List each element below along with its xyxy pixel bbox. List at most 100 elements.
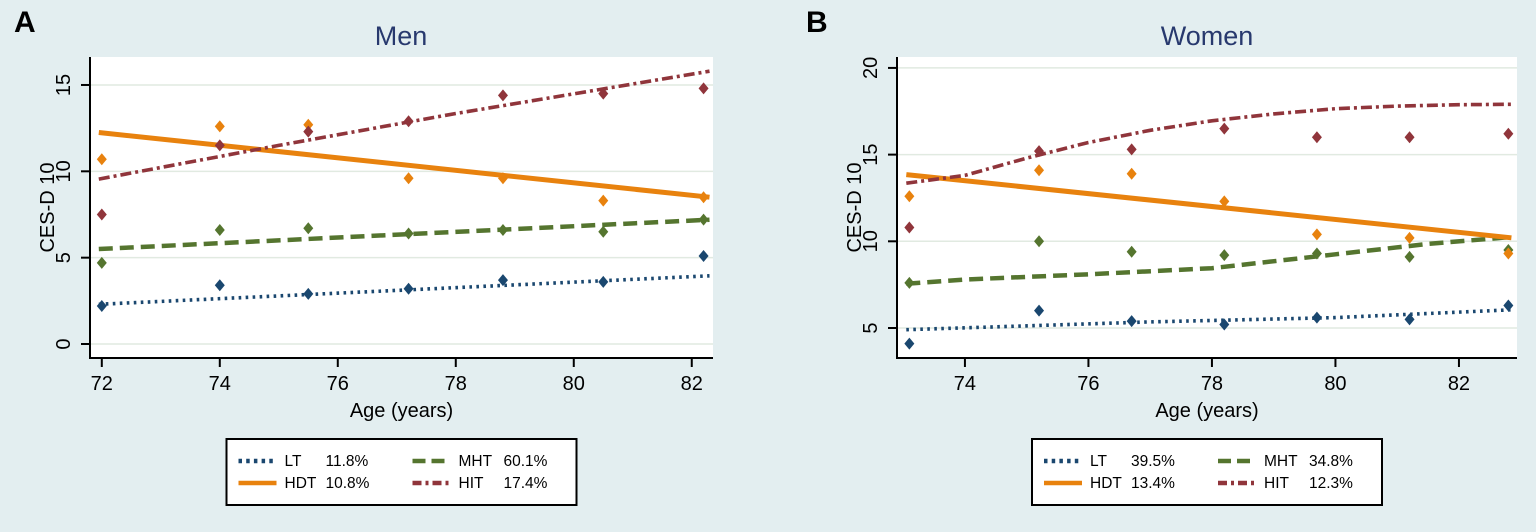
y-tick-label: 10 [860, 230, 882, 252]
legend-share-LT: 11.8% [326, 453, 369, 470]
data-point-LT [214, 279, 225, 292]
y-tick-label: 5 [53, 252, 75, 263]
women-chart-canvas: 74 76 78 80 82 5 10 15 20 Age (years) CES-D 10 LT 39… [844, 57, 1517, 506]
legend-share-MHT: 60.1% [504, 453, 548, 470]
data-point-MHT [96, 256, 107, 269]
x-tick-label: 80 [563, 373, 585, 395]
chart-title-men: Men [374, 21, 428, 51]
tick-labels: 74 76 78 80 82 5 10 15 20 [860, 57, 1470, 395]
data-point-HDT [1219, 195, 1230, 208]
data-point-LT [497, 274, 508, 287]
data-point-MHT [303, 222, 314, 235]
data-point-LT [1311, 311, 1322, 324]
data-point-LT [1034, 304, 1045, 317]
data-point-LT [96, 300, 107, 313]
legend-share-MHT: 34.8% [1309, 453, 1353, 470]
points-HDT [904, 164, 1514, 260]
series-LT [906, 308, 1512, 332]
data-point-HIT [1126, 143, 1137, 156]
gridlines [897, 67, 1517, 329]
data-point-HDT [1503, 247, 1514, 260]
legend-label-HDT: HDT [1090, 475, 1122, 492]
series-HIT [98, 69, 710, 181]
axis-titles: Age (years) CES-D 10 [37, 162, 453, 422]
legend-box [225, 438, 578, 506]
y-axis-title: CES-D 10 [844, 162, 866, 252]
data-point-LT [303, 287, 314, 300]
series-HIT [906, 102, 1512, 185]
x-axis-title: Age (years) [350, 400, 453, 422]
x-tick-label: 72 [91, 373, 113, 395]
data-point-LT [1126, 315, 1137, 328]
trend-line-HIT [98, 69, 710, 181]
x-tick-label: 82 [681, 373, 703, 395]
legend-label-HIT: HIT [459, 475, 485, 492]
plot-area [90, 57, 713, 358]
data-point-HDT [1126, 167, 1137, 180]
x-tick-label: 82 [1448, 373, 1470, 395]
data-point-MHT [904, 276, 915, 289]
tick-labels: 72 74 76 78 80 82 0 5 10 15 [53, 74, 703, 395]
y-tick-label: 15 [860, 143, 882, 165]
y-tick-label: 20 [860, 57, 882, 79]
data-point-MHT [497, 224, 508, 237]
data-point-MHT [214, 224, 225, 237]
data-point-HIT [904, 221, 915, 234]
legend-label-LT: LT [285, 453, 302, 470]
panel-women: B Women 74 76 78 80 82 5 10 15 20 Age (years) CES-… [768, 0, 1536, 532]
y-tick-label: 5 [860, 322, 882, 333]
series-MHT [98, 217, 710, 252]
y-axis-title: CES-D 10 [37, 162, 59, 252]
x-tick-label: 74 [954, 373, 976, 395]
data-point-HIT [1311, 131, 1322, 144]
data-point-HIT [698, 82, 709, 95]
y-tick-label: 15 [53, 74, 75, 96]
data-point-LT [904, 337, 915, 350]
data-point-HIT [303, 125, 314, 138]
trend-line-HDT [906, 172, 1512, 241]
men-chart-canvas: 72 74 76 78 80 82 0 5 10 15 Age (years) CES-D 10 LT 1… [37, 57, 713, 506]
data-point-LT [1503, 299, 1514, 312]
data-point-MHT [1404, 250, 1415, 263]
data-point-HDT [904, 190, 915, 203]
data-point-MHT [1219, 249, 1230, 262]
data-point-HIT [598, 87, 609, 100]
gridlines [90, 84, 713, 345]
data-point-MHT [1126, 245, 1137, 258]
legend: LT 39.5% MHT 34.8% HDT 13.4% HIT 12.3% [1031, 438, 1383, 506]
legend-share-LT: 39.5% [1131, 453, 1175, 470]
legend-label-HDT: HDT [285, 475, 317, 492]
legend-share-HIT: 12.3% [1309, 475, 1353, 492]
trend-line-MHT [98, 217, 710, 252]
data-point-HIT [96, 208, 107, 221]
data-point-HDT [1311, 228, 1322, 241]
data-point-LT [598, 275, 609, 288]
series-HDT [98, 130, 710, 200]
axis-titles: Age (years) CES-D 10 [844, 162, 1259, 422]
trend-line-HIT [906, 102, 1512, 185]
series-HDT [906, 172, 1512, 241]
data-point-HIT [1219, 122, 1230, 135]
data-point-LT [403, 282, 414, 295]
y-tick-label: 0 [53, 338, 75, 349]
data-point-HIT [403, 115, 414, 128]
data-point-HIT [497, 89, 508, 102]
y-tick-label: 10 [53, 160, 75, 182]
legend-box [1031, 438, 1383, 506]
data-point-HDT [214, 120, 225, 133]
data-point-MHT [698, 213, 709, 226]
legend-label-HIT: HIT [1264, 475, 1290, 492]
points-HIT [904, 122, 1514, 234]
data-point-HIT [1404, 131, 1415, 144]
trend-line-LT [906, 308, 1512, 332]
chart-title-women: Women [1160, 21, 1254, 51]
data-point-LT [1219, 318, 1230, 331]
data-point-HDT [497, 172, 508, 185]
data-point-MHT [403, 227, 414, 240]
x-tick-label: 78 [1201, 373, 1223, 395]
x-tick-label: 74 [209, 373, 231, 395]
trend-line-HDT [98, 130, 710, 200]
data-point-HDT [96, 153, 107, 166]
data-point-HDT [598, 194, 609, 207]
